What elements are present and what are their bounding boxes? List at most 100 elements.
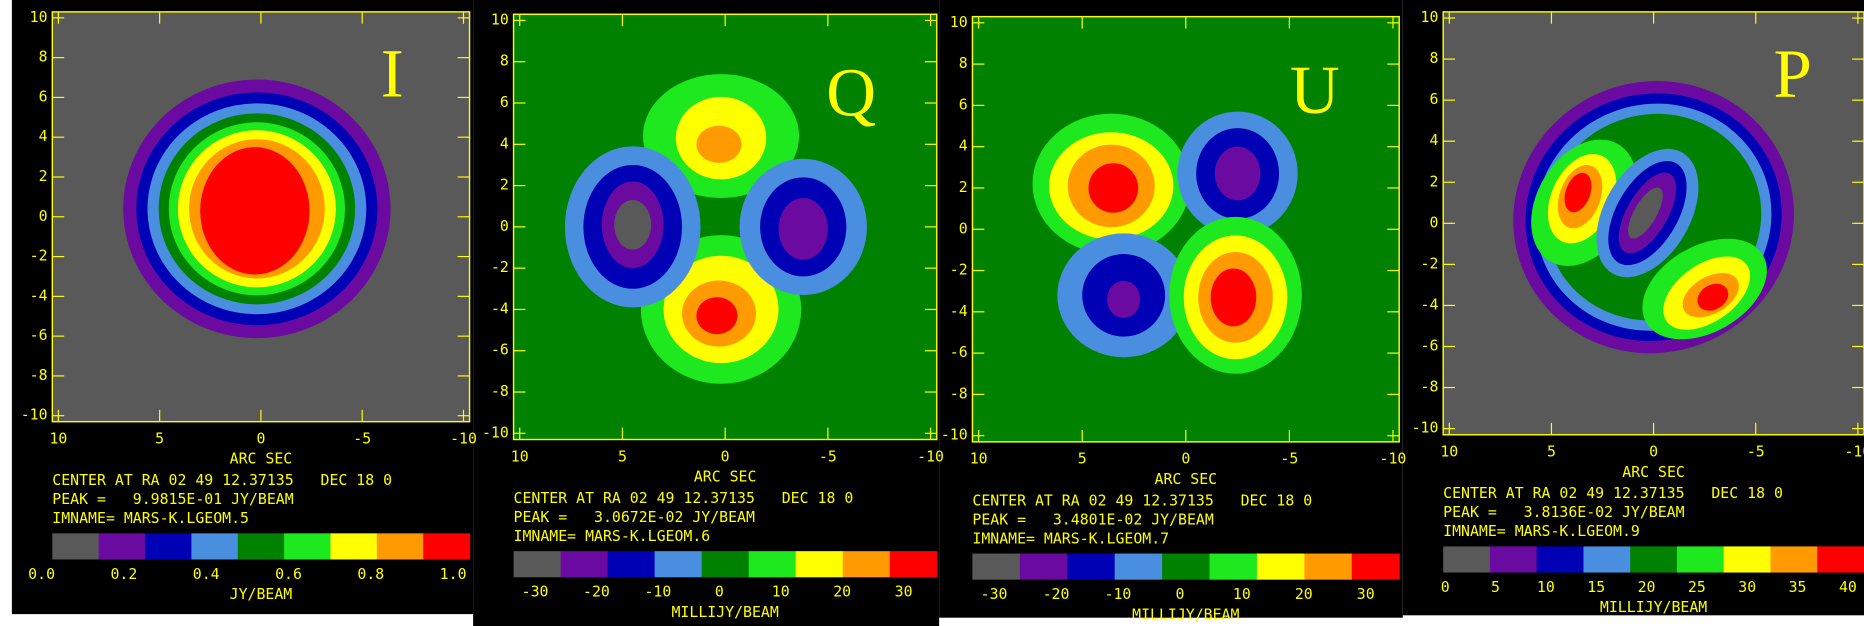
colorbar-cell — [1256, 553, 1305, 580]
contour-region — [1697, 283, 1729, 311]
x-axis-label: ARC SEC — [230, 450, 293, 468]
colorbar-cell — [1583, 546, 1631, 573]
panel-title: Q — [826, 55, 876, 131]
colorbar-cell — [1067, 553, 1116, 580]
colorbar-cell — [52, 533, 100, 560]
colorbar-tick-label: 20 — [833, 583, 851, 601]
y-tick-label: 6 — [1429, 90, 1438, 108]
y-tick-label: 8 — [39, 48, 48, 66]
y-tick-label: 0 — [39, 207, 48, 225]
contour-region — [696, 297, 738, 335]
colorbar-tick-label: 20 — [1295, 585, 1313, 603]
y-tick-label: -8 — [1421, 378, 1439, 396]
y-tick-label: -4 — [950, 302, 968, 320]
contour-region — [614, 200, 652, 250]
colorbar-label: MILLIJY/BEAM — [1132, 605, 1239, 623]
x-tick-label: 5 — [1078, 450, 1087, 468]
x-tick-label: 5 — [618, 447, 627, 465]
plot-area — [52, 11, 470, 422]
colorbar-cell — [1489, 546, 1538, 573]
colorbar-cell — [1351, 553, 1400, 580]
y-tick-label: -2 — [1421, 254, 1439, 272]
y-tick-label: 4 — [1429, 131, 1438, 149]
x-tick-label: -5 — [1280, 450, 1298, 468]
colorbar-cell — [1817, 546, 1864, 573]
colorbar-tick-label: 5 — [1491, 578, 1500, 596]
colorbar-cell — [795, 551, 844, 578]
contour-region — [1214, 146, 1261, 201]
colorbar-cell — [889, 551, 938, 578]
colorbar-cell — [842, 551, 891, 578]
y-tick-label: 8 — [500, 52, 509, 70]
colorbar-cell — [1162, 553, 1211, 580]
x-axis-label: ARC SEC — [1155, 470, 1218, 488]
y-tick-label: -4 — [1421, 295, 1439, 313]
y-tick-label: -6 — [30, 326, 48, 344]
y-tick-label: -10 — [21, 406, 48, 424]
colorbar-tick-label: 0.2 — [110, 565, 137, 583]
colorbar-tick-label: 0 — [1441, 578, 1450, 596]
y-tick-label: -4 — [30, 286, 48, 304]
x-tick-label: 10 — [511, 447, 529, 465]
colorbar-cell — [560, 551, 609, 578]
colorbar-cell — [748, 551, 797, 578]
x-tick-label: 10 — [49, 430, 67, 448]
colorbar-tick-label: -20 — [1043, 585, 1070, 603]
y-tick-label: 2 — [39, 167, 48, 185]
y-tick-label: 8 — [959, 54, 968, 72]
colorbar-tick-label: 20 — [1638, 578, 1656, 596]
y-tick-label: 4 — [39, 127, 48, 145]
x-tick-label: 0 — [1181, 450, 1190, 468]
colorbar-tick-label: 10 — [1537, 578, 1555, 596]
x-tick-label: 5 — [1547, 443, 1556, 461]
colorbar-cell — [1536, 546, 1585, 573]
colorbar-tick-label: 0.8 — [357, 565, 384, 583]
image-note: IMNAME= MARS-K.LGEOM.5 — [52, 509, 249, 527]
colorbar-cell — [191, 533, 239, 560]
contour-region — [778, 197, 828, 260]
image-note: PEAK = 3.4801E-02 JY/BEAM — [972, 510, 1213, 528]
x-tick-label: -5 — [819, 447, 837, 465]
contour-region — [200, 147, 310, 275]
x-tick-label: 0 — [721, 447, 730, 465]
y-tick-label: -2 — [491, 258, 509, 276]
image-note: PEAK = 9.9815E-01 JY/BEAM — [52, 490, 293, 508]
colorbar-tick-label: 35 — [1789, 578, 1807, 596]
y-tick-label: -10 — [1412, 419, 1439, 437]
colorbar-cell — [1676, 546, 1725, 573]
panel-title: U — [1290, 52, 1340, 128]
y-tick-label: -8 — [491, 382, 509, 400]
x-axis-label: ARC SEC — [1622, 463, 1685, 481]
x-tick-label: 10 — [1440, 443, 1458, 461]
x-tick-label: 0 — [256, 430, 265, 448]
colorbar-tick-label: 0.0 — [28, 565, 55, 583]
colorbar-cell — [284, 533, 332, 560]
colorbar-label: MILLIJY/BEAM — [1600, 598, 1707, 616]
y-tick-label: 10 — [491, 10, 509, 28]
plot-area — [972, 16, 1400, 442]
x-tick-label: -5 — [353, 430, 371, 448]
colorbar-cell — [98, 533, 146, 560]
y-tick-label: -2 — [30, 247, 48, 265]
colorbar-cell — [1209, 553, 1258, 580]
image-note: CENTER AT RA 02 49 12.37135 DEC 18 0 — [1443, 484, 1783, 502]
y-tick-label: -8 — [950, 384, 968, 402]
plot-area — [513, 14, 937, 440]
y-tick-label: 6 — [500, 93, 509, 111]
image-note: IMNAME= MARS-K.LGEOM.7 — [972, 529, 1169, 547]
y-tick-label: 6 — [39, 87, 48, 105]
y-tick-label: 4 — [500, 134, 509, 152]
y-tick-label: -10 — [482, 423, 509, 441]
image-note: PEAK = 3.8136E-02 JY/BEAM — [1443, 503, 1684, 521]
colorbar-cell — [330, 533, 378, 560]
image-note: PEAK = 3.0672E-02 JY/BEAM — [514, 508, 755, 526]
y-tick-label: -4 — [491, 299, 509, 317]
x-axis-label: ARC SEC — [694, 468, 757, 486]
colorbar-tick-label: -20 — [583, 583, 610, 601]
y-tick-label: 10 — [950, 13, 968, 31]
colorbar-tick-label: 0 — [715, 583, 724, 601]
image-note: CENTER AT RA 02 49 12.37135 DEC 18 0 — [972, 491, 1312, 509]
colorbar-cell — [701, 551, 750, 578]
colorbar-cell — [376, 533, 424, 560]
